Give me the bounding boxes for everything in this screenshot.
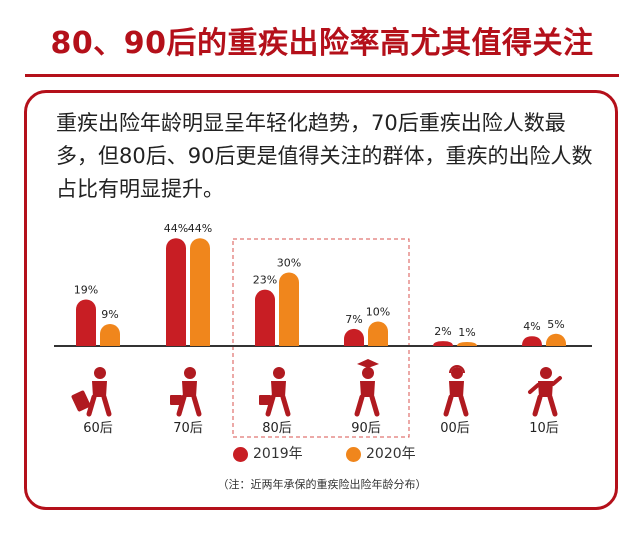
bar-2019-80s <box>255 289 275 346</box>
icon-graduation-cap <box>357 359 379 368</box>
value-label-2019-10s: 4% <box>523 320 540 333</box>
bar-2019-70s <box>166 238 186 346</box>
title-divider <box>25 74 619 77</box>
value-label-2020-00s: 1% <box>458 326 475 339</box>
legend-dot-2019 <box>233 447 248 462</box>
icon-arms <box>528 376 562 394</box>
category-label-10s: 10后 <box>529 421 559 436</box>
category-label-90s: 90后 <box>351 421 381 436</box>
value-label-2020-70s: 44% <box>188 222 212 235</box>
bar-2020-00s <box>457 342 477 346</box>
legend-dot-2020 <box>346 447 361 462</box>
page-title: 80、90后的重疾出险率高尤其值得关注 <box>50 26 594 61</box>
value-label-2019-60s: 19% <box>74 283 98 296</box>
icon-headphones <box>449 365 465 374</box>
icon-body <box>360 381 375 397</box>
description-text: 重疾出险年龄明显呈年轻化趋势，70后重疾出险人数最多，但80后、90后更是值得关… <box>56 111 593 201</box>
chart-card <box>24 90 618 510</box>
bar-2020-90s <box>368 321 388 346</box>
value-label-2019-80s: 23% <box>253 274 277 287</box>
category-label-60s: 60后 <box>83 421 113 436</box>
icon-body <box>271 381 286 397</box>
chart-note: （注：近两年承保的重疾险出险年龄分布） <box>217 478 427 491</box>
person-with-headphones-icon <box>443 365 469 417</box>
value-label-2020-10s: 5% <box>547 318 564 331</box>
icon-body <box>538 381 553 397</box>
icon-legs <box>86 394 112 417</box>
bar-2020-80s <box>279 272 299 346</box>
icon-head <box>94 367 106 379</box>
icon-legs <box>176 394 202 417</box>
icon-briefcase <box>259 395 271 405</box>
icon-legs <box>532 394 558 417</box>
value-label-2019-90s: 7% <box>345 313 362 326</box>
icon-body <box>92 381 107 397</box>
man-with-briefcase-icon <box>170 367 202 417</box>
icon-head <box>273 367 285 379</box>
bar-2019-60s <box>76 299 96 346</box>
icon-legs <box>265 394 291 417</box>
legend-label-2020: 2020年 <box>366 446 416 462</box>
value-label-2019-00s: 2% <box>434 325 451 338</box>
icon-legs <box>443 394 469 417</box>
bar-2020-60s <box>100 323 120 346</box>
value-label-2020-90s: 10% <box>366 306 390 319</box>
value-label-2020-60s: 9% <box>101 308 118 321</box>
bar-2020-70s <box>190 238 210 346</box>
bar-2019-00s <box>433 341 453 346</box>
icon-head <box>451 367 463 379</box>
value-label-2019-70s: 44% <box>164 222 188 235</box>
bar-2020-10s <box>546 333 566 346</box>
graduate-icon <box>354 359 380 417</box>
icon-body <box>182 381 197 397</box>
bar-2019-90s <box>344 328 364 346</box>
category-label-80s: 80后 <box>262 421 292 436</box>
icon-head <box>184 367 196 379</box>
bar-2019-10s <box>522 336 542 346</box>
legend-label-2019: 2019年 <box>253 446 303 462</box>
icon-head <box>362 367 374 379</box>
value-label-2020-80s: 30% <box>277 257 301 270</box>
icon-briefcase <box>170 395 182 405</box>
category-label-00s: 00后 <box>440 421 470 436</box>
highlight-box <box>232 238 410 438</box>
traveler-with-suitcase-icon <box>71 367 112 417</box>
icon-body <box>449 381 464 397</box>
running-child-icon <box>528 367 562 417</box>
category-label-70s: 70后 <box>173 421 203 436</box>
icon-suitcase <box>71 390 91 412</box>
walking-worker-icon <box>259 367 291 417</box>
icon-head <box>540 367 552 379</box>
icon-legs <box>354 394 380 417</box>
